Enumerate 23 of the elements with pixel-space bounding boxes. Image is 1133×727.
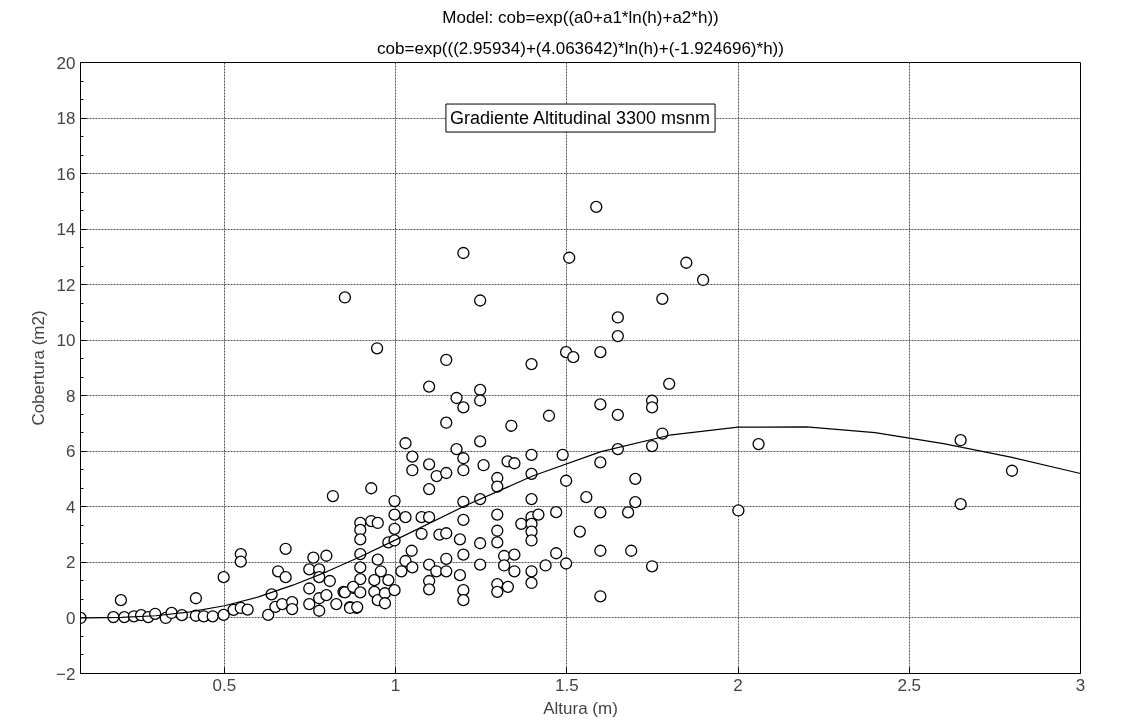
y-tick-label: −2 bbox=[56, 664, 76, 684]
chart-title: Model: cob=exp((a0+a1*ln(h)+a2*h)) bbox=[442, 7, 719, 27]
y-axis-title: Cobertura (m2) bbox=[29, 310, 49, 426]
y-tick-label: 16 bbox=[56, 164, 76, 184]
y-tick-label: 18 bbox=[56, 109, 76, 129]
x-tick-label: 0.5 bbox=[212, 675, 237, 695]
y-tick-label: 20 bbox=[56, 53, 76, 73]
x-tick-label: 1 bbox=[390, 675, 401, 695]
annotation: Gradiente Altitudinal 3300 msnm bbox=[449, 108, 711, 129]
y-tick-label: 6 bbox=[66, 442, 76, 462]
y-tick-label: 12 bbox=[56, 275, 76, 295]
y-tick-label: 2 bbox=[66, 553, 76, 573]
x-tick-label: 2 bbox=[733, 675, 743, 695]
x-axis-title: Altura (m) bbox=[543, 698, 618, 718]
y-tick-label: 4 bbox=[66, 497, 76, 517]
y-tick-label: 8 bbox=[66, 386, 76, 406]
y-tick-label: 0 bbox=[66, 608, 76, 628]
x-tick-label: 1.5 bbox=[554, 675, 579, 695]
x-tick-label: 3 bbox=[1075, 675, 1086, 695]
x-tick-label: 2.5 bbox=[897, 675, 922, 695]
y-tick-label: 14 bbox=[56, 220, 76, 240]
chart-subtitle: cob=exp(((2.95934)+(4.063642)*ln(h)+(-1.924696)*h)) bbox=[377, 38, 784, 58]
y-tick-label: 10 bbox=[56, 331, 76, 351]
